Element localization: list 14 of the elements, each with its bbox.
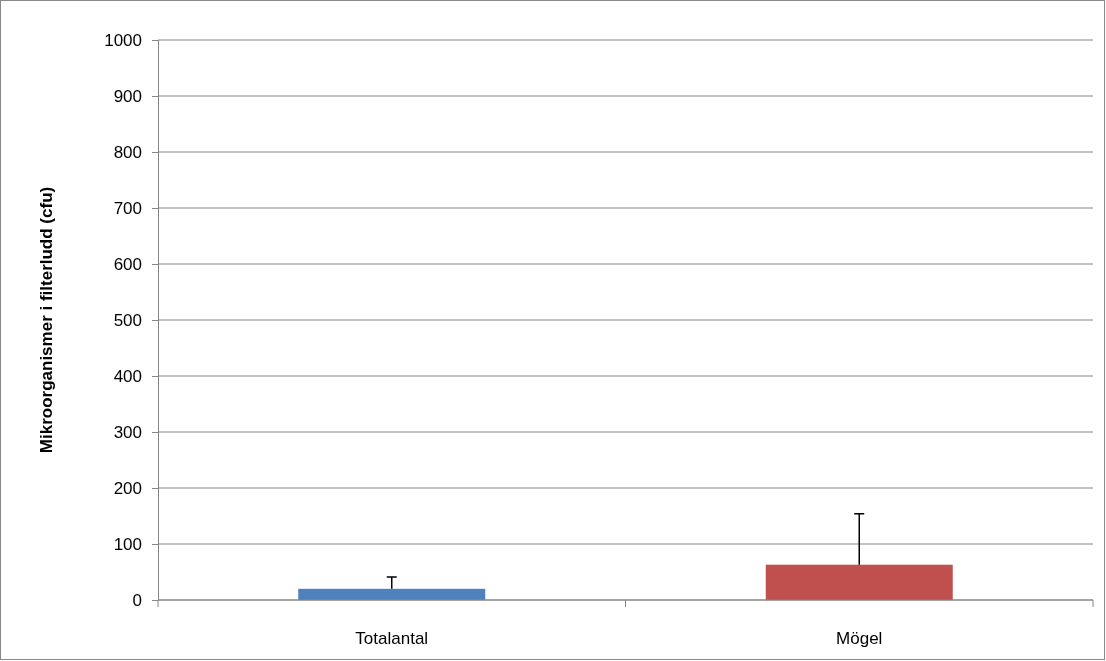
x-tick-label: Totalantal [355, 629, 429, 648]
y-tick-label: 1000 [104, 30, 142, 50]
y-axis-title: Mikroorganismer i filterludd (cfu) [37, 186, 56, 454]
y-tick-label: 900 [113, 86, 142, 106]
y-tick-label: 700 [113, 198, 142, 218]
y-tick-label: 200 [113, 478, 142, 498]
y-tick-label: 0 [132, 590, 142, 610]
y-tick-label: 300 [113, 422, 142, 442]
x-tick-label: Mögel [836, 629, 883, 648]
y-tick-label: 800 [113, 142, 142, 162]
y-tick-label: 100 [113, 534, 142, 554]
y-tick-label: 400 [113, 366, 142, 386]
y-tick-label: 500 [113, 310, 142, 330]
y-tick-label: 600 [113, 254, 142, 274]
